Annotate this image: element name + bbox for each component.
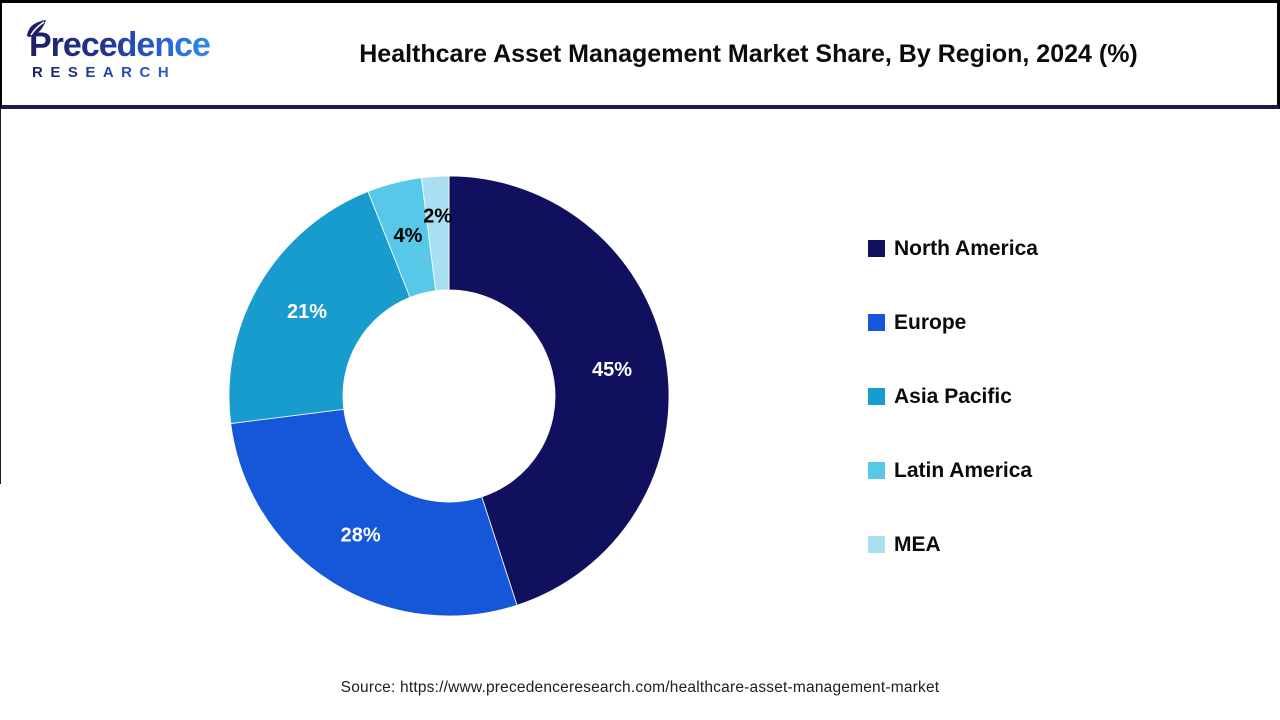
left-edge-divider bbox=[0, 109, 1, 484]
donut-chart: 45% 28% 21% 4%2% bbox=[228, 175, 670, 617]
slice-label-europe: 28% bbox=[341, 524, 381, 546]
legend-item-latin-america: Latin America bbox=[868, 458, 1038, 483]
slice-label-mea: 2% bbox=[423, 205, 452, 227]
legend-label: Asia Pacific bbox=[894, 384, 1012, 408]
legend-item-asia-pacific: Asia Pacific bbox=[868, 384, 1038, 409]
donut-chart-area: 45% 28% 21% 4% 2% bbox=[227, 174, 671, 618]
legend-swatch-icon bbox=[868, 388, 885, 405]
legend-label: North America bbox=[894, 236, 1038, 260]
donut-slice-europe bbox=[230, 408, 518, 617]
donut-slice-mea bbox=[420, 175, 450, 292]
slice-label-north-america: 45% bbox=[592, 359, 632, 381]
precedence-research-logo: Precedence RESEARCH bbox=[27, 20, 234, 81]
legend-item-mea: MEA bbox=[868, 532, 1038, 557]
logo-wordmark: Precedence bbox=[27, 20, 234, 64]
legend-swatch-icon bbox=[868, 462, 885, 479]
logo-subtitle: RESEARCH bbox=[32, 64, 234, 81]
legend-label: Latin America bbox=[894, 458, 1033, 482]
donut-slice-north-america bbox=[448, 175, 670, 606]
legend-swatch-icon bbox=[868, 536, 885, 553]
slice-label-latin-america: 4% bbox=[394, 225, 423, 247]
legend-item-north-america: North America bbox=[868, 236, 1038, 261]
legend-swatch-icon bbox=[868, 240, 885, 257]
legend-swatch-icon bbox=[868, 314, 885, 331]
legend-item-europe: Europe bbox=[868, 310, 1038, 335]
donut-slice-asia-pacific bbox=[228, 190, 411, 425]
header-bar: Precedence RESEARCH Healthcare Asset Man… bbox=[0, 0, 1280, 109]
leaf-icon bbox=[27, 20, 46, 37]
legend-label: MEA bbox=[894, 532, 941, 556]
source-text: Source: https://www.precedenceresearch.c… bbox=[340, 679, 940, 696]
logo-name: Precedence bbox=[29, 26, 210, 64]
legend: North America Europe Asia Pacific Latin Ame… bbox=[868, 236, 1038, 606]
legend-label: Europe bbox=[894, 310, 967, 334]
slice-label-asia-pacific: 21% bbox=[287, 301, 327, 323]
page-title: Healthcare Asset Management Market Share… bbox=[359, 39, 1138, 68]
